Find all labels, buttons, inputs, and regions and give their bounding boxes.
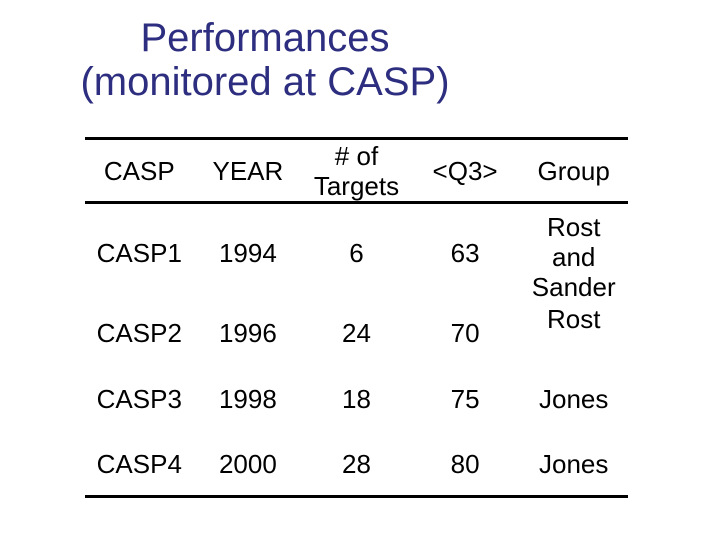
cell-targets-value: 28 [342,449,371,480]
cell-casp-value: CASP1 [96,238,182,268]
cell-year-value: 2000 [218,449,277,480]
cell-targets: 28 [302,434,411,496]
header-num-targets: # of Targets [302,139,411,203]
cell-targets: 24 [302,302,411,364]
cell-casp: CASP3 [85,364,194,434]
cell-year-value: 1994 [218,238,277,268]
header-q3-label: <Q3> [432,155,498,186]
cell-year: 2000 [194,434,303,496]
cell-group: Jones [519,364,628,434]
cell-casp: CASP4 [85,434,194,496]
table-row-casp3: CASP3 1998 18 75 Jones [85,364,628,434]
header-year-label: YEAR [212,155,284,186]
cell-q3: 80 [411,434,520,496]
cell-casp-value: CASP3 [96,384,182,414]
cell-group: Jones [519,434,628,496]
cell-targets-value: 6 [349,238,364,268]
cell-casp-value: CASP4 [96,449,182,480]
header-num-targets-label: # of Targets [313,140,400,201]
cell-year: 1996 [194,302,303,364]
cell-year-value: 1998 [218,384,277,414]
header-group: Group [519,139,628,203]
cell-casp: CASP2 [85,302,194,364]
page-title: Performances (monitored at CASP) [0,16,530,104]
cell-targets: 18 [302,364,411,434]
cell-q3: 63 [411,203,520,303]
cell-group-value: Jones [538,384,609,414]
cell-year: 1994 [194,203,303,303]
cell-targets-value: 24 [342,318,371,348]
cell-group-value: Rost and Sander [531,212,616,302]
table-row-casp1: CASP1 1994 6 63 Rost and Sander [85,203,628,303]
title-line-2: (monitored at CASP) [80,60,450,104]
table-row-casp2: CASP2 1996 24 70 Rost [85,302,628,364]
header-casp-label: CASP [103,155,175,186]
cell-casp: CASP1 [85,203,194,303]
header-group-label: Group [537,155,610,186]
cell-group-value: Jones [538,449,609,480]
cell-group-value: Rost [546,304,601,334]
cell-q3-value: 63 [450,238,480,268]
cell-q3: 75 [411,364,520,434]
cell-group: Rost [519,302,628,364]
cell-targets: 6 [302,203,411,303]
casp-results-table: CASP YEAR # of Targets <Q3> Group CASP1 … [85,137,628,498]
cell-targets-value: 18 [342,384,371,414]
table-header-row: CASP YEAR # of Targets <Q3> Group [85,139,628,203]
cell-q3-value: 80 [450,449,480,480]
cell-casp-value: CASP2 [96,318,182,348]
cell-group: Rost and Sander [519,203,628,302]
cell-year: 1998 [194,364,303,434]
cell-q3-value: 70 [450,318,480,348]
cell-year-value: 1996 [218,318,277,348]
header-year: YEAR [194,139,303,203]
cell-q3-value: 75 [450,384,480,414]
table-row-casp4: CASP4 2000 28 80 Jones [85,434,628,496]
header-casp: CASP [85,139,194,203]
title-line-1: Performances [140,16,390,60]
header-q3: <Q3> [411,139,520,203]
cell-q3: 70 [411,302,520,364]
